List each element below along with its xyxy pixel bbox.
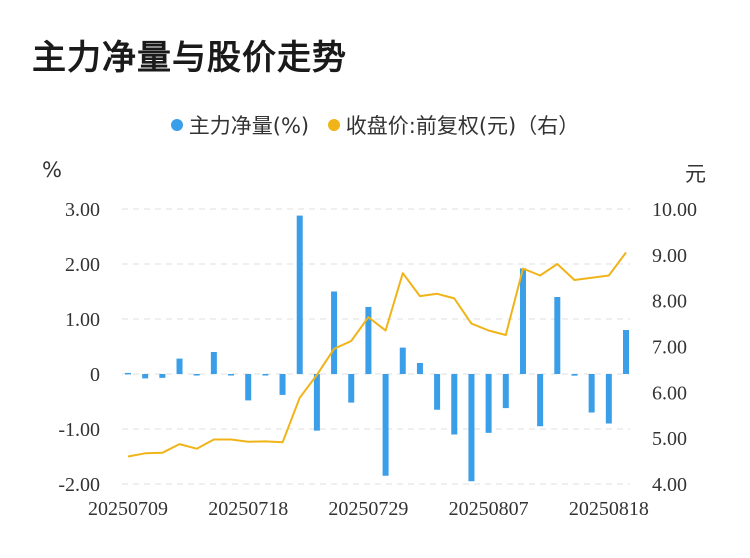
legend-item-bar[interactable]: 主力净量(%) (170, 110, 310, 140)
bar (142, 374, 149, 379)
legend-line-marker (327, 119, 340, 131)
left-tick-label: -2.00 (58, 474, 100, 496)
bar (537, 374, 544, 427)
bar (348, 374, 355, 403)
bar (245, 374, 252, 401)
bar (313, 374, 320, 431)
right-tick-label: 10.00 (652, 199, 697, 221)
right-tick-label: 8.00 (652, 291, 687, 313)
price-line (127, 251, 627, 458)
bar (571, 374, 578, 376)
right-tick-label: 4.00 (652, 474, 687, 496)
legend-bar-label: 主力净量(%) (188, 114, 310, 138)
right-tick-label: 5.00 (652, 428, 687, 450)
bar (468, 374, 475, 482)
legend-bar-marker (170, 119, 183, 131)
bar (210, 352, 217, 374)
left-tick-label: 1.00 (65, 309, 100, 331)
bar (434, 374, 441, 410)
legend-item-line[interactable]: 收盘价:前复权(元)（右） (327, 110, 580, 140)
x-tick-label: 20250709 (88, 498, 168, 520)
right-tick-label: 9.00 (652, 245, 687, 267)
bar (228, 374, 235, 376)
right-tick-label: 6.00 (652, 382, 687, 404)
bar (382, 374, 389, 476)
bar (485, 374, 492, 433)
bar (331, 291, 338, 374)
x-tick-label: 20250807 (449, 498, 529, 520)
x-tick-label: 20250818 (569, 498, 649, 520)
bar (554, 297, 561, 374)
legend-line-label: 收盘价:前复权(元)（右） (345, 114, 580, 138)
bar (125, 372, 131, 375)
bar (279, 374, 286, 395)
chart-legend: 主力净量(%) 收盘价:前复权(元)（右） (0, 110, 750, 140)
x-tick-label: 20250718 (208, 498, 288, 520)
x-tick-label: 20250729 (328, 498, 408, 520)
chart-title: 主力净量与股价走势 (32, 38, 347, 78)
bar (365, 306, 372, 374)
bar (159, 374, 166, 378)
right-axis-unit: 元 (685, 162, 706, 186)
bar (262, 374, 269, 376)
left-tick-label: 0 (90, 364, 100, 386)
bar (605, 374, 612, 424)
left-tick-label: 2.00 (65, 254, 100, 276)
left-tick-label: -1.00 (58, 419, 100, 441)
left-tick-label: 3.00 (65, 199, 100, 221)
left-axis-unit: % (42, 158, 62, 182)
bar (451, 374, 458, 435)
right-tick-label: 7.00 (652, 337, 687, 359)
bar (193, 374, 200, 376)
bar (502, 374, 509, 409)
bar (296, 215, 303, 374)
bar (519, 268, 526, 374)
bar (588, 374, 595, 413)
bar (176, 358, 183, 374)
bar (623, 330, 629, 374)
bar (416, 363, 423, 374)
bar (399, 347, 406, 374)
